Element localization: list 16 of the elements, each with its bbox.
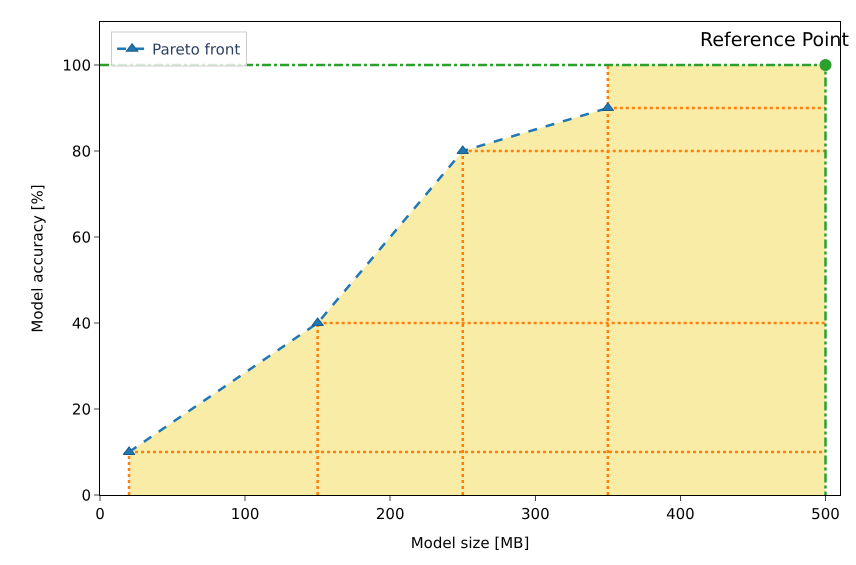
- y-tick-label: 60: [72, 228, 91, 246]
- x-tick-label: 500: [811, 505, 840, 523]
- y-tick-label: 40: [72, 314, 91, 332]
- y-tick-label: 80: [72, 142, 91, 160]
- y-tick-label: 20: [72, 400, 91, 418]
- x-axis-title: Model size [MB]: [410, 534, 530, 552]
- x-tick-label: 300: [520, 505, 550, 523]
- point: [819, 59, 832, 71]
- legend-label: Pareto front: [152, 40, 240, 59]
- x-tick-label: 400: [666, 505, 695, 523]
- y-tick-label: 100: [62, 56, 91, 74]
- x-tick-label: 100: [230, 505, 260, 523]
- x-tick-label: 200: [376, 505, 405, 523]
- y-axis-title: Model accuracy [%]: [28, 184, 47, 333]
- y-tick-label: 0: [81, 486, 91, 504]
- x-tick-label: 0: [95, 505, 105, 523]
